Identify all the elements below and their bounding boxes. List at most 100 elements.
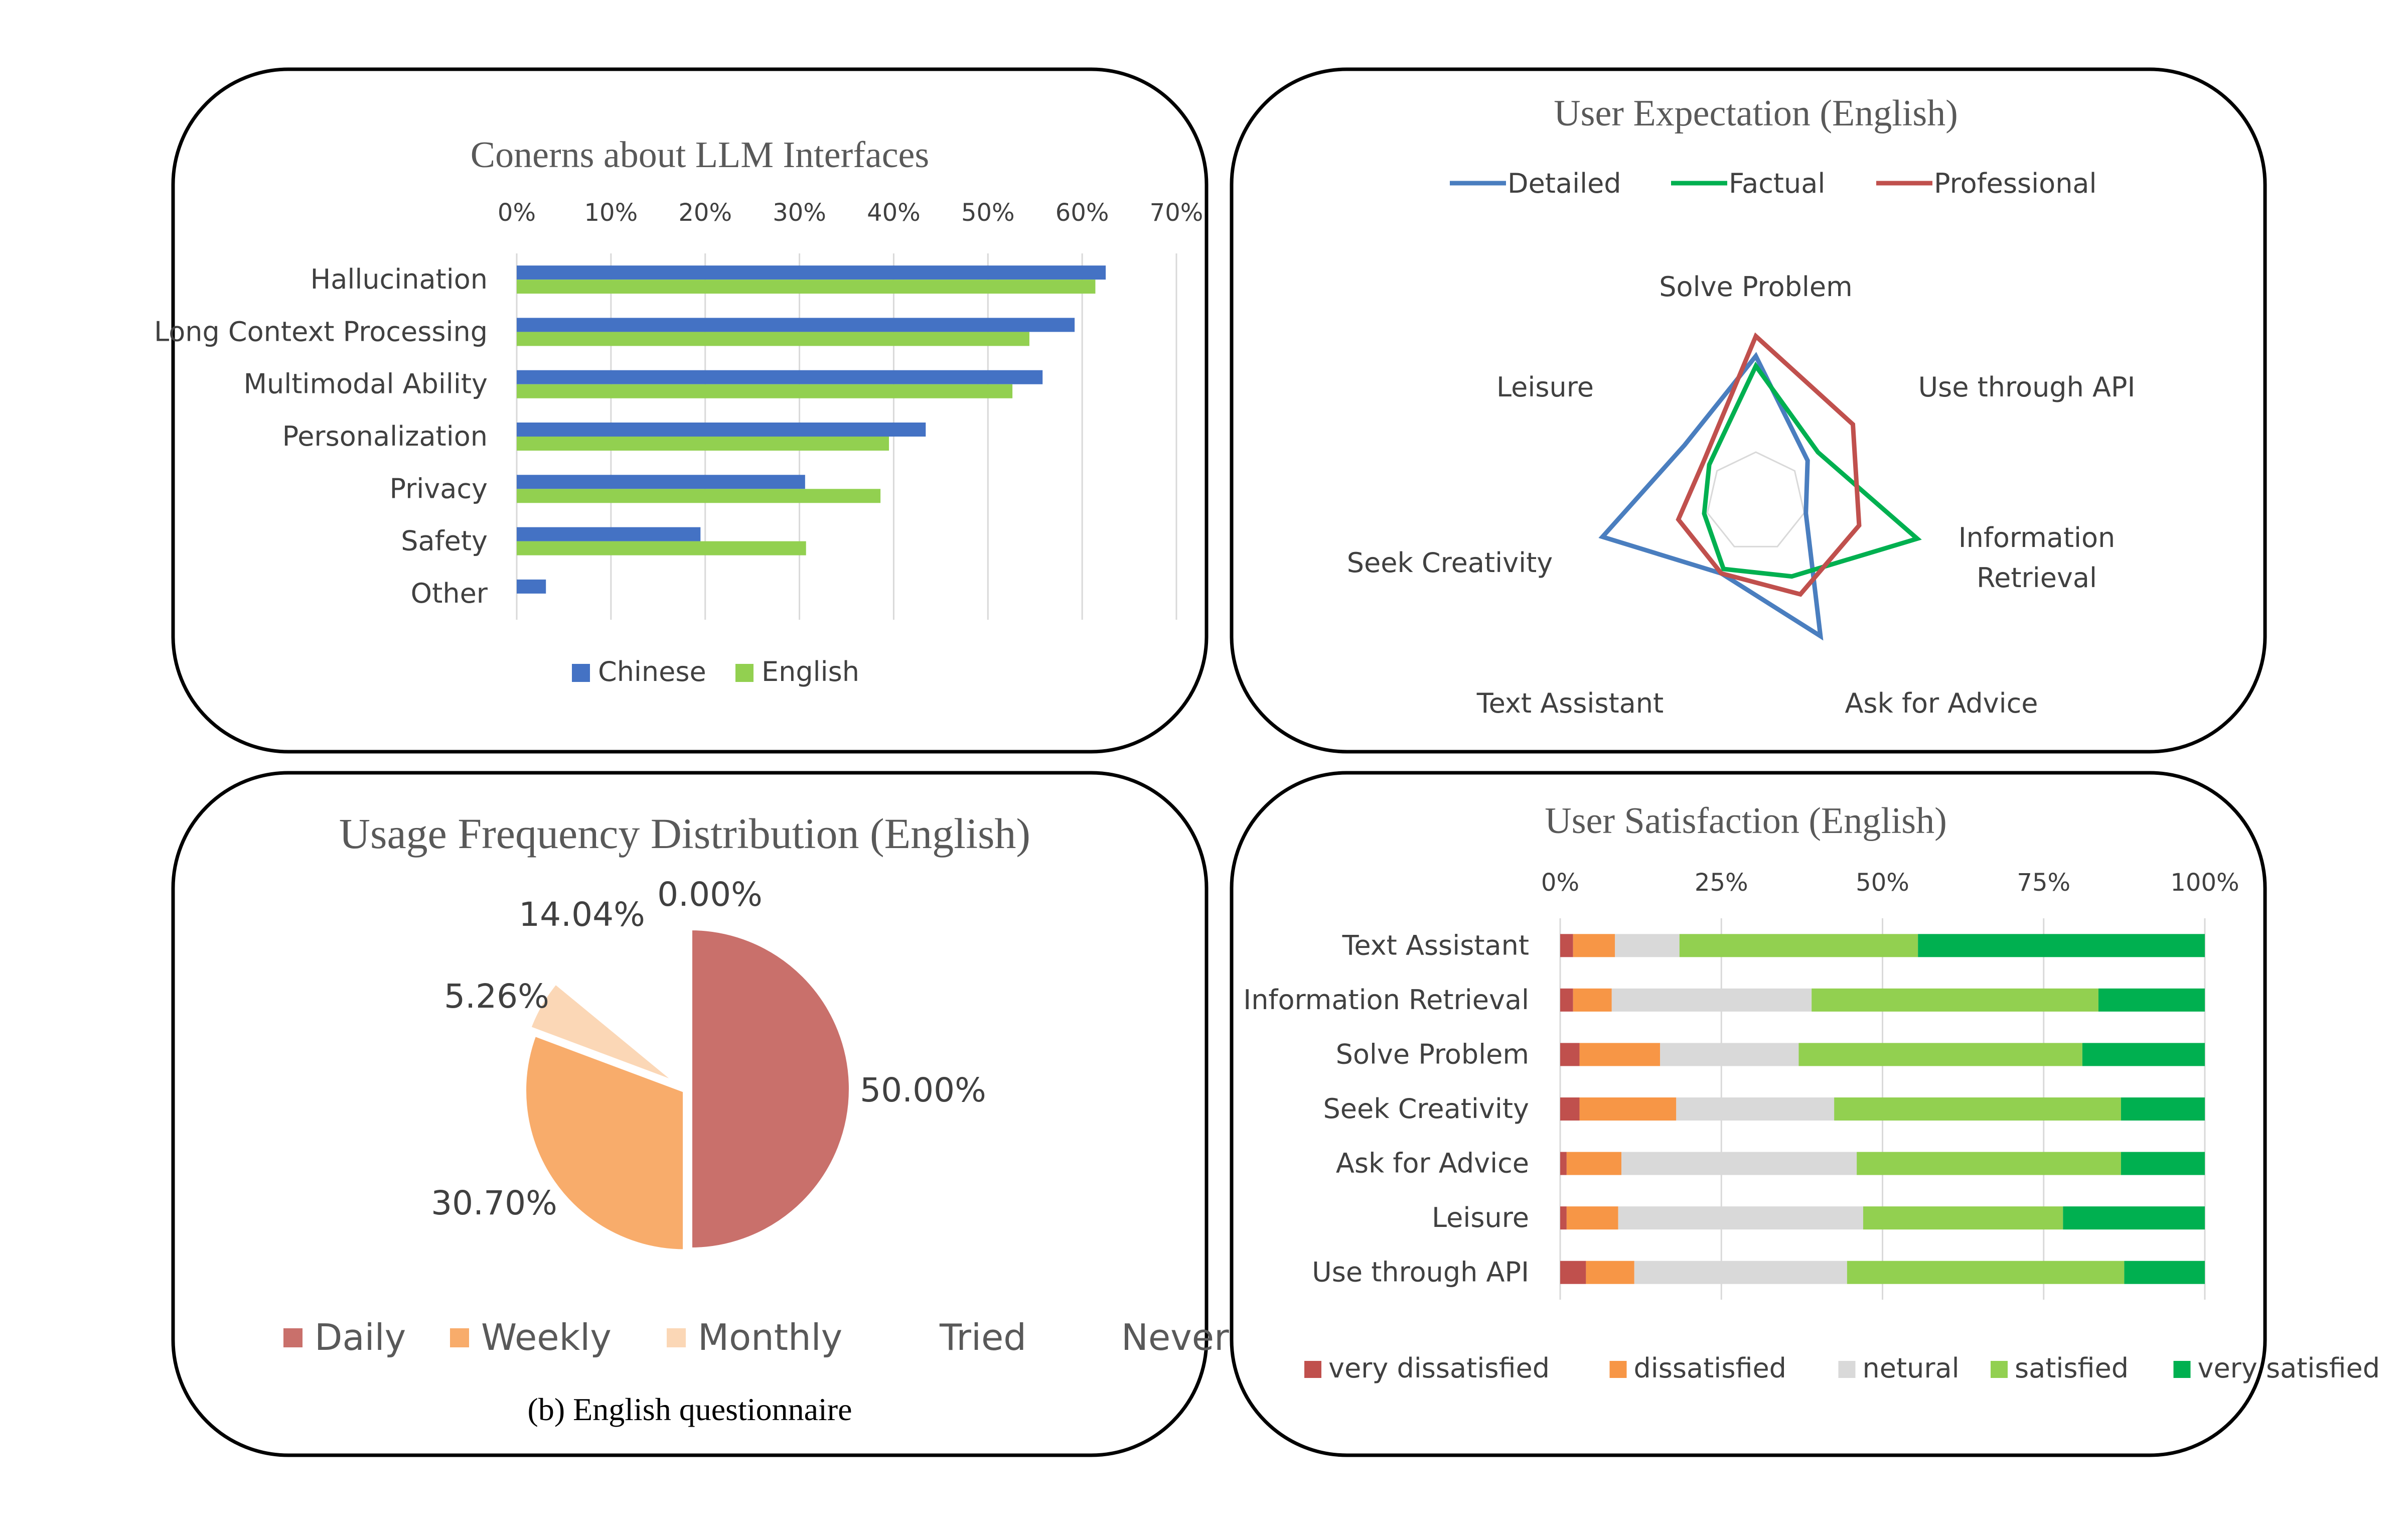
legend-label-chinese: Chinese bbox=[598, 656, 706, 687]
frequency-chart-title: Usage Frequency Distribution (English) bbox=[339, 809, 1030, 858]
legend-label-very-dissatisfied: very dissatisfied bbox=[1328, 1352, 1550, 1384]
bar-chinese bbox=[517, 265, 1106, 280]
bar-segment-satisfied bbox=[1798, 1043, 2082, 1066]
legend-label-monthly: Monthly bbox=[698, 1316, 842, 1358]
category-label: Safety bbox=[401, 525, 488, 557]
category-label: Ask for Advice bbox=[1336, 1148, 1529, 1179]
category-label: Privacy bbox=[389, 473, 488, 504]
bar-english bbox=[517, 280, 1096, 294]
x-tick-label: 75% bbox=[2017, 869, 2070, 897]
radar-series-detailed bbox=[1598, 352, 1824, 641]
radar-series-professional bbox=[1676, 332, 1862, 597]
bar-segment-netural bbox=[1618, 1206, 1863, 1230]
x-tick-label: 40% bbox=[867, 199, 921, 227]
radar-axis-label: Information bbox=[1959, 522, 2116, 553]
bar-segment-satisfied bbox=[1857, 1152, 2121, 1175]
category-label: Other bbox=[411, 578, 488, 609]
legend-swatch-english bbox=[735, 664, 754, 682]
radar-axis-label: Solve Problem bbox=[1659, 271, 1852, 303]
bar-segment-very-dissatisfied bbox=[1560, 1261, 1586, 1284]
category-label: Leisure bbox=[1432, 1202, 1529, 1233]
pie-value-label: 5.26% bbox=[444, 977, 549, 1016]
pie-slice-daily bbox=[688, 926, 853, 1252]
bar-segment-very-dissatisfied bbox=[1560, 1152, 1567, 1175]
x-tick-label: 25% bbox=[1695, 869, 1748, 897]
pie-value-label: 0.00% bbox=[657, 875, 763, 914]
x-tick-label: 0% bbox=[1541, 869, 1579, 897]
bar-segment-dissatisfied bbox=[1566, 1206, 1618, 1230]
satisfaction-chart-title: User Satisfaction (English) bbox=[1545, 800, 1947, 842]
radar-axis-label: Retrieval bbox=[1977, 562, 2097, 594]
expectation-panel bbox=[1230, 67, 2267, 754]
x-tick-label: 70% bbox=[1150, 199, 1203, 227]
radar-axis-label: Ask for Advice bbox=[1845, 687, 2038, 719]
bar-segment-dissatisfied bbox=[1573, 934, 1615, 957]
bar-segment-satisfied bbox=[1863, 1206, 2063, 1230]
concerns-panel bbox=[171, 67, 1209, 754]
legend-swatch-daily bbox=[283, 1328, 303, 1347]
satisfaction-plot: 0% 25% 50% 75% 100% Text Assistant Information… bbox=[1243, 869, 2380, 1384]
x-tick-label: 30% bbox=[773, 199, 826, 227]
bar-segment-very-satisfied bbox=[2098, 988, 2205, 1012]
bar-english bbox=[517, 332, 1029, 346]
bar-segment-netural bbox=[1676, 1097, 1835, 1121]
legend-label-never: Never bbox=[1121, 1316, 1229, 1358]
bar-chinese bbox=[517, 579, 546, 594]
expectation-plot: Solve Problem Use through API Information R… bbox=[1347, 168, 2136, 719]
bar-segment-netural bbox=[1611, 988, 1812, 1012]
legend-label-daily: Daily bbox=[315, 1316, 406, 1358]
bar-chinese bbox=[517, 370, 1043, 384]
radar-series-factual bbox=[1702, 361, 1922, 579]
radar-axis-label: Use through API bbox=[1918, 371, 2136, 403]
figure-caption: (b) English questionnaire bbox=[528, 1392, 852, 1427]
radar-axis-label: Seek Creativity bbox=[1347, 547, 1553, 579]
bar-english bbox=[517, 489, 881, 503]
legend-swatch-chinese bbox=[572, 664, 590, 682]
bar-segment-dissatisfied bbox=[1579, 1043, 1661, 1066]
legend-label-factual: Factual bbox=[1729, 168, 1825, 199]
bar-chinese bbox=[517, 318, 1075, 332]
bar-segment-dissatisfied bbox=[1586, 1261, 1634, 1284]
bar-english bbox=[517, 437, 889, 451]
bar-segment-netural bbox=[1660, 1043, 1799, 1066]
category-label: Text Assistant bbox=[1342, 929, 1529, 961]
bar-chinese bbox=[517, 475, 805, 489]
legend-label-tried: Tried bbox=[939, 1316, 1026, 1358]
bar-chinese bbox=[517, 423, 926, 437]
pie-slice-weekly bbox=[522, 1032, 687, 1254]
pie-slice-monthly bbox=[526, 980, 681, 1086]
bar-segment-very-satisfied bbox=[1918, 934, 2205, 957]
category-label: Hallucination bbox=[311, 263, 488, 295]
expectation-chart-title: User Expectation (English) bbox=[1554, 93, 1958, 134]
bar-segment-very-satisfied bbox=[2063, 1206, 2205, 1230]
radar-axis-label: Leisure bbox=[1496, 371, 1594, 403]
bar-english bbox=[517, 541, 806, 556]
concerns-plot: 0% 10% 20% 30% 40% 50% 60% 70% Hallucination Long… bbox=[154, 199, 1203, 687]
category-label: Long Context Processing bbox=[154, 316, 488, 347]
category-label: Personalization bbox=[282, 421, 488, 452]
pie-value-label: 14.04% bbox=[519, 895, 645, 934]
bar-segment-satisfied bbox=[1679, 934, 1918, 957]
legend-label-very-satisfied: very satisfied bbox=[2198, 1352, 2380, 1384]
legend-swatch-very-dissatisfied bbox=[1304, 1361, 1321, 1378]
bar-segment-netural bbox=[1615, 934, 1680, 957]
bar-segment-very-dissatisfied bbox=[1560, 1043, 1580, 1066]
bar-segment-netural bbox=[1634, 1261, 1847, 1284]
legend-label-english: English bbox=[762, 656, 859, 687]
legend-swatch-monthly bbox=[667, 1328, 686, 1347]
legend-label-detailed: Detailed bbox=[1508, 168, 1621, 199]
radar-axis-label: Text Assistant bbox=[1476, 687, 1664, 719]
x-tick-label: 0% bbox=[498, 199, 536, 227]
bar-segment-very-satisfied bbox=[2124, 1261, 2205, 1284]
pie-value-label: 50.00% bbox=[860, 1071, 986, 1109]
legend-swatch-satisfied bbox=[1991, 1361, 2008, 1378]
legend-swatch-weekly bbox=[450, 1328, 469, 1347]
bar-segment-very-dissatisfied bbox=[1560, 1097, 1580, 1121]
bar-segment-netural bbox=[1621, 1152, 1857, 1175]
x-tick-label: 50% bbox=[1856, 869, 1909, 897]
bar-segment-very-dissatisfied bbox=[1560, 1206, 1567, 1230]
bar-english bbox=[517, 384, 1013, 398]
frequency-plot: 50.00% 30.70% 5.26% 14.04% 0.00% Daily Weekly M… bbox=[283, 875, 1229, 1358]
bar-segment-dissatisfied bbox=[1566, 1152, 1622, 1175]
x-tick-label: 10% bbox=[584, 199, 638, 227]
